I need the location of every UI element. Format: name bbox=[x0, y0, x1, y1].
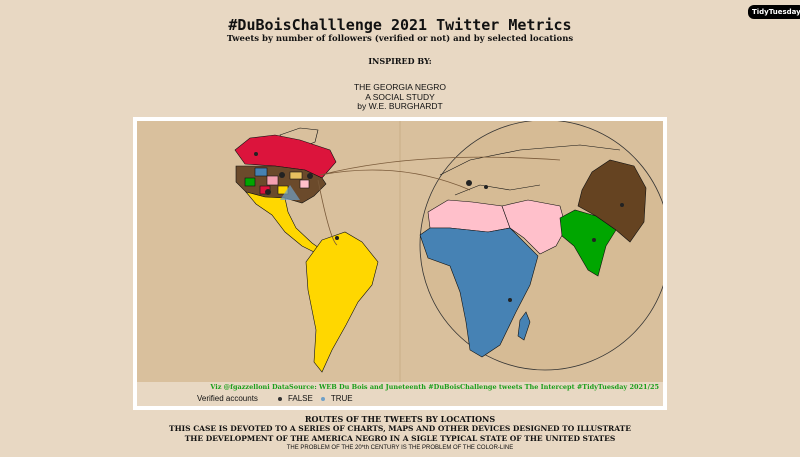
legend-title: Verified accounts bbox=[197, 394, 258, 403]
tweet-point bbox=[466, 180, 472, 186]
tweet-point bbox=[265, 189, 271, 195]
tweet-point bbox=[307, 173, 313, 179]
legend-false-label: FALSE bbox=[287, 394, 313, 403]
tweet-point bbox=[484, 185, 488, 189]
page-subtitle: Tweets by number of followers (verified … bbox=[226, 34, 574, 44]
tweet-point bbox=[254, 152, 258, 156]
china bbox=[577, 159, 647, 243]
tweet-route bbox=[317, 156, 561, 246]
footer-line-4: THE PROBLEM OF THE 20*th CENTURY IS THE … bbox=[286, 445, 514, 451]
tweet-point bbox=[335, 236, 339, 240]
tweet-points bbox=[254, 152, 624, 302]
inspiration-credits: THE GEORGIA NEGRO A SOCIAL STUDY by W.E.… bbox=[0, 82, 800, 112]
canada bbox=[234, 134, 337, 179]
map-caption: Viz @fgazzelloni DataSource: WEB Du Bois… bbox=[137, 382, 663, 406]
tweet-point bbox=[508, 298, 512, 302]
tweet-point bbox=[592, 238, 596, 242]
world-map bbox=[137, 121, 663, 386]
south-asia bbox=[559, 209, 617, 277]
state bbox=[266, 175, 279, 186]
sub-saharan-africa bbox=[419, 227, 539, 358]
state bbox=[289, 171, 303, 180]
footer-line-3: THE DEVELOPMENT OF THE AMERICA NEGRO IN … bbox=[184, 434, 616, 443]
credit-line-1: THE GEORGIA NEGRO bbox=[353, 82, 447, 92]
state bbox=[299, 179, 310, 189]
viz-credit: Viz @fgazzelloni DataSource: WEB Du Bois… bbox=[210, 383, 659, 391]
tidytuesday-logo: TidyTuesday bbox=[748, 5, 800, 19]
south-america bbox=[305, 231, 379, 373]
middle-east bbox=[501, 199, 567, 255]
page-title: #DuBoisChalllenge 2021 Twitter Metrics bbox=[228, 16, 572, 34]
legend: Verified accounts FALSE TRUE bbox=[197, 394, 353, 403]
map-panel: Viz @fgazzelloni DataSource: WEB Du Bois… bbox=[133, 117, 667, 410]
tweet-point bbox=[620, 203, 624, 207]
legend-false-dot bbox=[277, 396, 282, 401]
legend-true-label: TRUE bbox=[330, 394, 353, 403]
europe-russia bbox=[439, 144, 621, 196]
inspired-label: INSPIRED BY: bbox=[368, 56, 432, 66]
madagascar bbox=[517, 311, 531, 341]
state bbox=[244, 177, 256, 187]
tweet-point bbox=[279, 172, 285, 178]
footer-heading: ROUTES OF THE TWEETS BY LOCATIONS bbox=[304, 414, 496, 424]
credit-line-2: A SOCIAL STUDY bbox=[365, 91, 435, 102]
state bbox=[254, 167, 268, 177]
footer-line-2: THIS CASE IS DEVOTED TO A SERIES OF CHAR… bbox=[169, 424, 631, 433]
credit-line-3: by W.E. BURGHARDT bbox=[357, 101, 443, 111]
verified-marker bbox=[280, 185, 300, 200]
legend-true-dot bbox=[320, 396, 325, 401]
